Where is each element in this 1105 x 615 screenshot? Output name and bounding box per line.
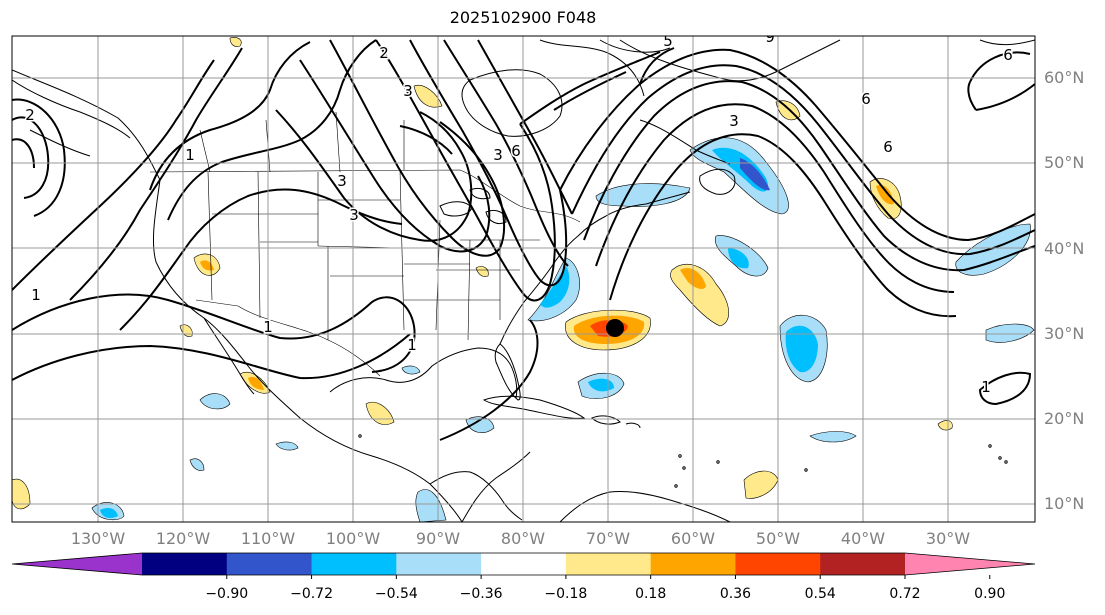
colorbar-tick-label: −0.54 <box>374 586 418 602</box>
colorbar-tick-label: −0.36 <box>459 586 503 602</box>
contour-label: 1 <box>185 146 195 164</box>
colorbar-segment <box>396 553 482 575</box>
colorbar-segment <box>820 553 906 575</box>
neg-patch-labrador-deep <box>740 158 770 191</box>
neg-patch-labrador <box>689 137 789 215</box>
lat-label: 40°N <box>1044 239 1085 258</box>
lat-label: 10°N <box>1044 494 1085 513</box>
alaska <box>12 79 131 139</box>
baja <box>203 317 255 395</box>
neg-patch-mid-atlantic-core <box>785 325 818 373</box>
north-america-coast <box>12 69 463 522</box>
contour-label: 3 <box>403 82 413 100</box>
map-frame <box>11 35 1036 523</box>
colorbar-tick-label: 0.90 <box>974 586 1006 602</box>
lon-label: 70°W <box>585 529 631 548</box>
contour-label: 6 <box>511 142 521 160</box>
lon-label: 120°W <box>155 529 211 548</box>
contour-west-ridge <box>12 293 416 373</box>
height-contours <box>12 39 1035 441</box>
gulf-coast <box>461 451 531 522</box>
colorbar-tick-label: 0.72 <box>889 586 921 602</box>
contour-east-loop <box>969 51 1031 83</box>
contour-label: 1 <box>31 286 41 304</box>
lon-label: 50°W <box>755 529 801 548</box>
contour-atlantic-ridge <box>559 48 1035 242</box>
florida <box>494 343 521 401</box>
greenland <box>619 39 841 82</box>
colorbar-tick-label: 0.36 <box>719 586 752 602</box>
colorbar-segment <box>735 553 821 575</box>
lat-label: 60°N <box>1044 68 1085 87</box>
lat-label: 50°N <box>1044 153 1085 172</box>
east-coast <box>499 215 607 345</box>
contour-label: 6 <box>1003 46 1013 64</box>
colorbar-tick-label: 0.54 <box>804 586 836 602</box>
contour-label: 6 <box>861 90 871 108</box>
colorbar-segment <box>565 553 652 575</box>
colorbar-tick-label: −0.72 <box>290 586 333 602</box>
colorbar-extend-low <box>12 553 142 575</box>
contour-label: 1 <box>981 378 991 396</box>
neg-patch-quebec <box>595 183 691 207</box>
contour-trough-1 <box>275 109 473 242</box>
colorbar-tick-label: −0.18 <box>544 586 588 602</box>
contour-ridge-north <box>149 41 311 191</box>
central-america <box>429 471 523 521</box>
pos-patch-atlantic-2 <box>670 264 729 327</box>
graticule <box>12 36 1035 522</box>
contour-trough-main <box>375 39 556 302</box>
lon-label: 90°W <box>415 529 461 548</box>
contour-label: 3 <box>729 112 739 130</box>
south-america <box>559 491 731 522</box>
hudson-bay <box>461 69 563 137</box>
contour-label: 3 <box>337 172 347 190</box>
colorbar <box>11 552 1036 579</box>
newfoundland <box>699 168 736 195</box>
colorbar-outline <box>11 552 1036 576</box>
contour-label: 1 <box>407 336 417 354</box>
colorbar-segment <box>650 553 736 575</box>
mexico-gulf <box>329 347 518 399</box>
contour-label: 3 <box>349 206 359 224</box>
contour-label: 3 <box>493 146 503 164</box>
colorbar-segment <box>481 553 567 575</box>
lat-label: 30°N <box>1044 324 1085 343</box>
lon-label: 80°W <box>500 529 546 548</box>
lon-label: 40°W <box>840 529 886 548</box>
lat-label: 20°N <box>1044 409 1085 428</box>
colorbar-segment <box>311 553 397 575</box>
lon-label: 130°W <box>70 529 126 548</box>
colorbar-segment <box>142 553 228 575</box>
colorbar-extend-high <box>905 553 1035 575</box>
colorbar-segment <box>226 553 313 575</box>
lon-label: 30°W <box>925 529 971 548</box>
colorbar-tick-label: −0.90 <box>205 586 249 602</box>
hispaniola <box>591 415 621 425</box>
political-borders <box>149 111 581 377</box>
lon-label: 110°W <box>240 529 296 548</box>
contour-label: 1 <box>263 318 273 336</box>
contour-label: 2 <box>25 106 35 124</box>
colorbar-tick-label: 0.18 <box>635 586 667 602</box>
contour-label: 6 <box>883 138 893 156</box>
us-canada-border <box>149 169 581 223</box>
contour-label: 9 <box>765 28 775 46</box>
lon-label: 60°W <box>670 529 716 548</box>
map-title: 2025102900 F048 <box>449 8 597 27</box>
lon-label: 100°W <box>325 529 381 548</box>
arctic-islands <box>539 39 645 97</box>
storm-center-marker <box>606 319 624 337</box>
nova-scotia <box>605 191 691 217</box>
neg-patch-atlantic-1-core <box>728 248 749 269</box>
contour-label: 5 <box>663 32 673 50</box>
us-mexico-border <box>195 299 381 377</box>
neg-patch-ne-atlantic <box>955 223 1031 276</box>
contour-label: 2 <box>379 44 389 62</box>
